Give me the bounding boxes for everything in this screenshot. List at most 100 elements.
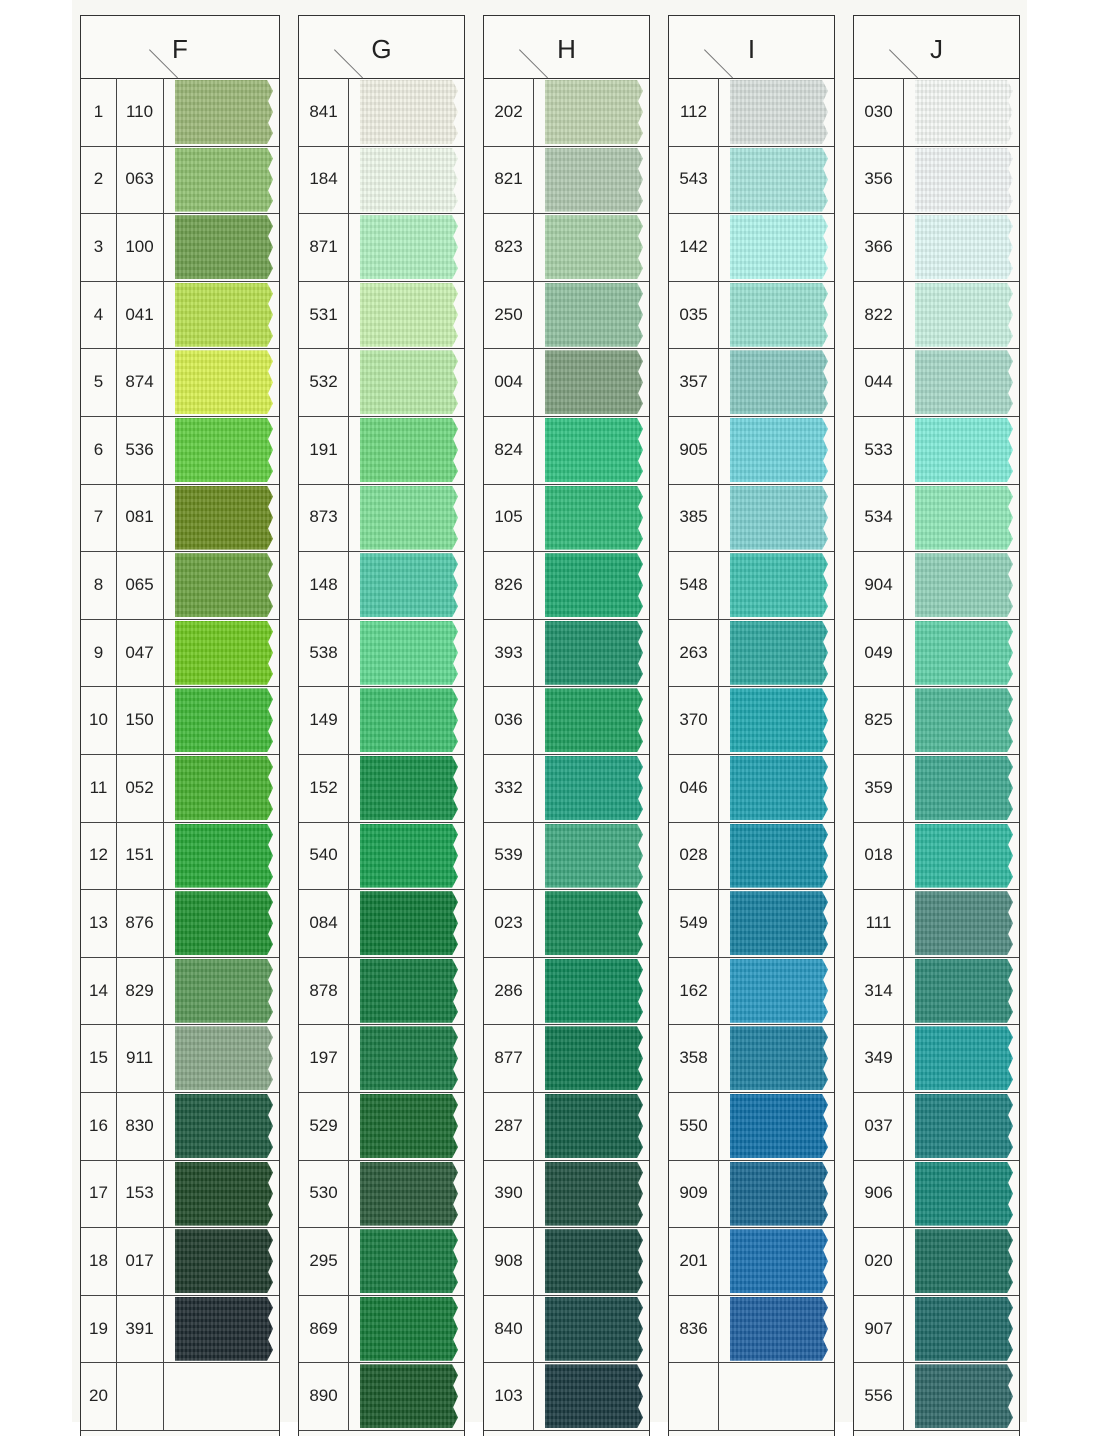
panel-i: I 112 543 142 035 357 905 385 548 263 370 046 028 549… xyxy=(668,15,835,1436)
color-code: 148 xyxy=(299,551,349,619)
color-code: 046 xyxy=(669,754,719,822)
color-swatch xyxy=(915,823,1013,888)
color-code: 044 xyxy=(854,348,904,416)
color-swatch xyxy=(175,756,273,820)
color-row: 14 829 xyxy=(81,956,279,1026)
color-row: 531 xyxy=(299,280,464,350)
color-code: 874 xyxy=(116,348,164,416)
color-row: 197 xyxy=(299,1024,464,1093)
color-code: 534 xyxy=(854,483,904,552)
column-header: H xyxy=(484,16,649,79)
color-code: 142 xyxy=(669,213,719,281)
color-code: 037 xyxy=(854,1092,904,1160)
color-code: 538 xyxy=(299,618,349,687)
color-swatch xyxy=(175,215,273,280)
color-swatch xyxy=(730,350,828,415)
color-row: 533 xyxy=(854,416,1019,485)
color-swatch xyxy=(545,485,643,550)
color-code: 004 xyxy=(484,348,534,416)
color-swatch xyxy=(175,891,273,956)
color-row: 332 xyxy=(484,754,649,823)
row-index: 11 xyxy=(81,754,117,822)
color-row: 16 830 xyxy=(81,1092,279,1161)
color-swatch xyxy=(175,1094,273,1158)
color-row: 046 xyxy=(669,754,834,823)
color-swatch xyxy=(360,1364,458,1429)
color-code: 314 xyxy=(854,956,904,1025)
color-row: 018 xyxy=(854,821,1019,891)
color-code: 358 xyxy=(669,1024,719,1092)
color-code: 824 xyxy=(484,416,534,484)
color-code: 550 xyxy=(669,1092,719,1160)
color-swatch xyxy=(175,1161,273,1226)
color-code: 103 xyxy=(484,1362,534,1430)
color-row: 3 100 xyxy=(81,213,279,282)
color-swatch xyxy=(545,215,643,280)
color-swatch xyxy=(360,1094,458,1158)
color-row: 385 xyxy=(669,483,834,553)
color-code: 869 xyxy=(299,1294,349,1363)
color-swatch xyxy=(360,958,458,1023)
color-row: 13 876 xyxy=(81,889,279,958)
color-swatch xyxy=(175,620,273,685)
color-row: 4 041 xyxy=(81,280,279,350)
color-swatch xyxy=(545,1094,643,1158)
color-code: 385 xyxy=(669,483,719,552)
color-row: 10 150 xyxy=(81,686,279,755)
color-swatch xyxy=(545,1229,643,1294)
color-row: 366 xyxy=(854,213,1019,282)
color-swatch xyxy=(175,958,273,1023)
color-row: 162 xyxy=(669,956,834,1026)
color-row: 822 xyxy=(854,280,1019,350)
color-swatch xyxy=(360,756,458,820)
color-code: 201 xyxy=(669,1227,719,1295)
color-row: 543 xyxy=(669,145,834,215)
color-row: 035 xyxy=(669,280,834,350)
color-row: 869 xyxy=(299,1294,464,1364)
color-code: 357 xyxy=(669,348,719,416)
color-code: 035 xyxy=(669,280,719,349)
color-row: 037 xyxy=(854,1092,1019,1161)
color-row: 036 xyxy=(484,686,649,755)
color-code: 332 xyxy=(484,754,534,822)
color-code: 112 xyxy=(669,78,719,146)
color-swatch xyxy=(360,620,458,685)
color-swatch xyxy=(915,1161,1013,1226)
color-code: 152 xyxy=(299,754,349,822)
color-row: 049 xyxy=(854,618,1019,688)
color-row: 295 xyxy=(299,1227,464,1296)
color-swatch xyxy=(915,80,1013,144)
color-row: 826 xyxy=(484,551,649,620)
color-code: 556 xyxy=(854,1362,904,1430)
color-swatch xyxy=(730,823,828,888)
color-code: 263 xyxy=(669,618,719,687)
color-code: 202 xyxy=(484,78,534,146)
color-swatch xyxy=(360,350,458,415)
row-index: 19 xyxy=(81,1294,117,1363)
color-row: 529 xyxy=(299,1092,464,1161)
color-row: 7 081 xyxy=(81,483,279,553)
color-row: 549 xyxy=(669,889,834,958)
color-row: 028 xyxy=(669,821,834,891)
color-row: 836 xyxy=(669,1294,834,1364)
row-index: 6 xyxy=(81,416,117,484)
color-row xyxy=(669,1362,834,1431)
color-row: 841 xyxy=(299,78,464,147)
color-row: 540 xyxy=(299,821,464,891)
color-swatch xyxy=(545,1364,643,1429)
color-row: 539 xyxy=(484,821,649,891)
color-swatch xyxy=(175,1296,273,1361)
color-row: 2 063 xyxy=(81,145,279,215)
color-row: 823 xyxy=(484,213,649,282)
column-header: G xyxy=(299,16,464,79)
color-row: 142 xyxy=(669,213,834,282)
color-row: 370 xyxy=(669,686,834,755)
color-code: 030 xyxy=(854,78,904,146)
row-index: 1 xyxy=(81,78,117,146)
color-row: 873 xyxy=(299,483,464,553)
color-row: 556 xyxy=(854,1362,1019,1431)
color-code: 536 xyxy=(116,416,164,484)
color-row: 201 xyxy=(669,1227,834,1296)
color-swatch xyxy=(730,1229,828,1294)
color-swatch xyxy=(360,282,458,347)
